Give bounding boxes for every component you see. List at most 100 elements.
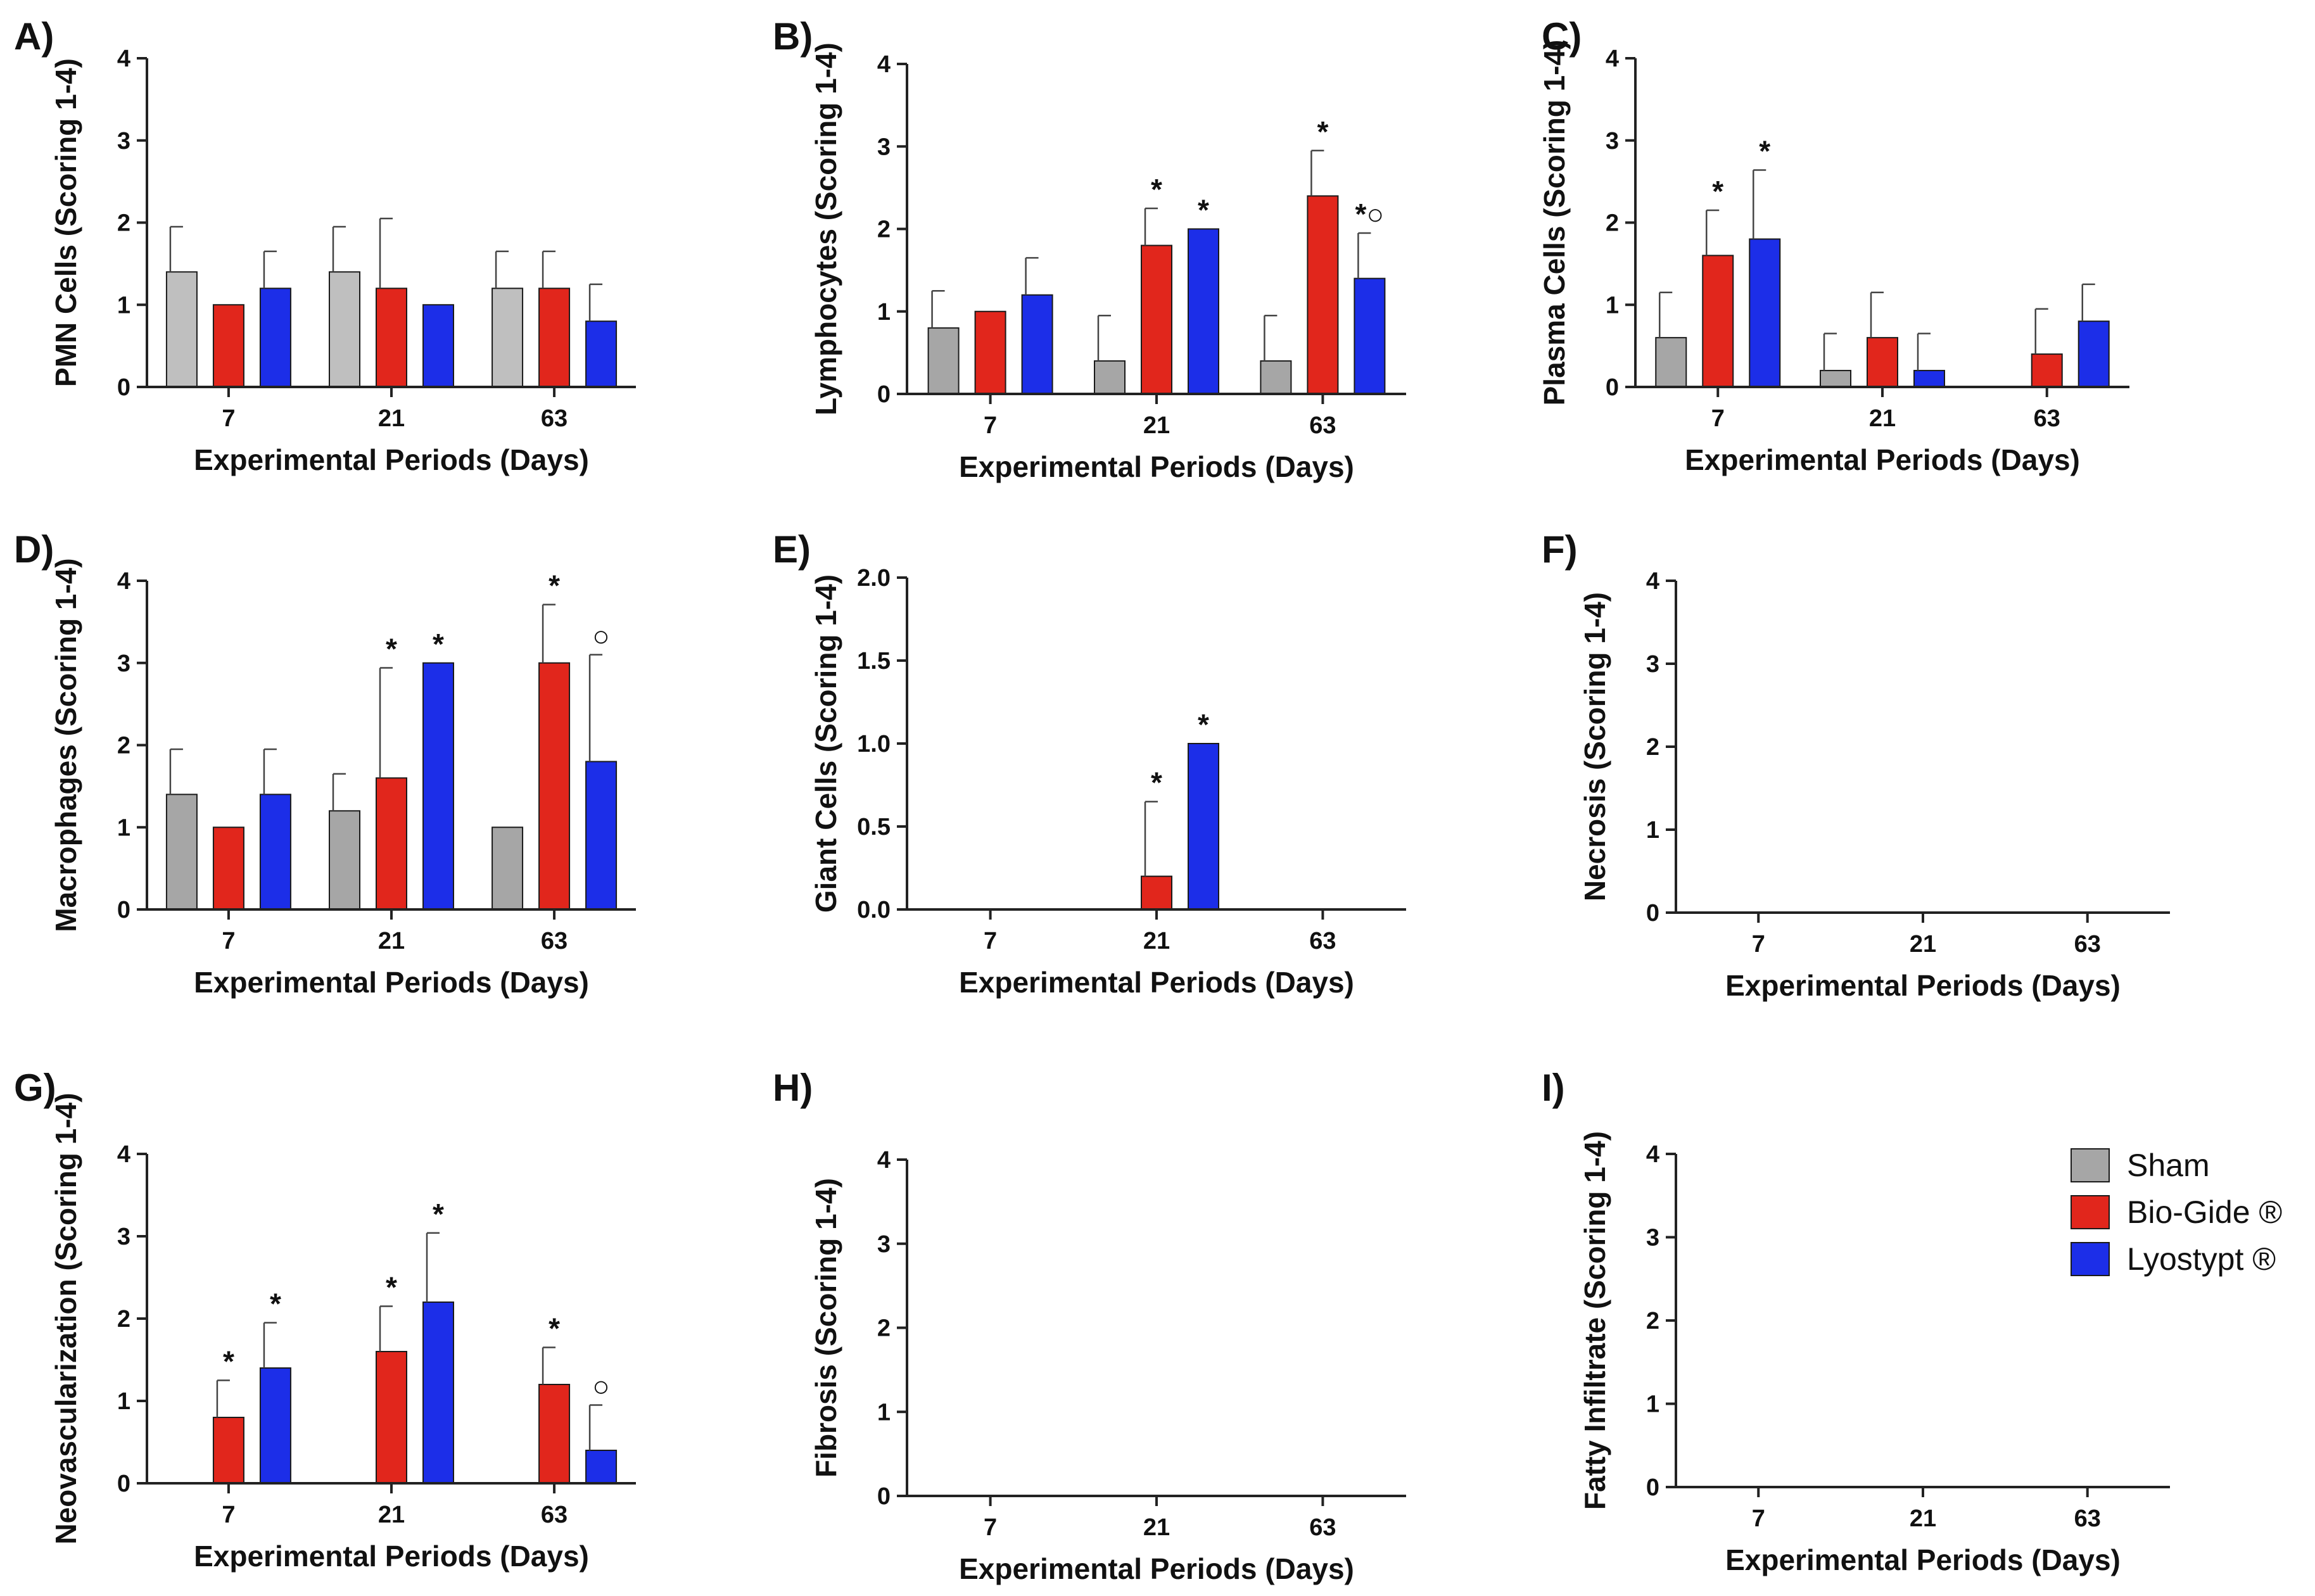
y-tick-label: 2.0: [857, 565, 891, 592]
x-tick-label: 63: [1309, 1514, 1336, 1541]
y-axis-title: Macrophages (Scoring 1-4): [49, 558, 82, 932]
y-tick-label: 2: [117, 210, 130, 237]
y-tick-label: 4: [1646, 1141, 1659, 1168]
bar: [585, 320, 618, 388]
y-tick-label: 4: [117, 46, 130, 72]
y-tick-label: 0: [877, 1483, 891, 1510]
significance-mark: *: [1198, 194, 1209, 227]
chart-panel-i: I) 0 1 2 3 4 7 21 63 Experimental Periods (Days) F…: [1542, 1067, 2170, 1576]
legend-swatch: [2071, 1242, 2110, 1276]
y-tick-label: 3: [1646, 651, 1659, 678]
x-axis-title: Experimental Periods (Days): [194, 966, 589, 999]
panel-letter: B): [773, 15, 813, 58]
x-tick-label: 63: [2034, 405, 2060, 432]
significance-mark: *: [549, 1312, 560, 1345]
y-tick-label: 1: [1646, 817, 1659, 844]
y-axis-title: Neovascularization (Scoring 1-4): [49, 1092, 82, 1544]
chart-panel-a: A) 0 1 2 3 4 7 21 63 Experimental Periods (Days) P…: [14, 15, 636, 476]
panel-letter: G): [14, 1067, 56, 1109]
bar: [1094, 360, 1126, 395]
significance-mark: *: [386, 633, 397, 666]
bar: [1354, 277, 1386, 395]
x-tick-label: 21: [1869, 405, 1896, 432]
bar: [376, 288, 407, 388]
x-tick-label: 63: [1309, 928, 1336, 954]
y-tick-label: 2: [117, 1306, 130, 1333]
panel-letter: A): [14, 15, 54, 58]
bar: [538, 662, 571, 910]
bar: [538, 288, 571, 388]
bar: [329, 271, 360, 388]
y-tick-label: 1: [117, 1388, 130, 1415]
significance-mark: *: [433, 1198, 444, 1231]
y-tick-label: 2: [1646, 1308, 1659, 1334]
significance-mark: *: [1198, 708, 1209, 741]
bar: [376, 1351, 407, 1484]
bar: [585, 761, 618, 910]
bar: [259, 1367, 291, 1484]
significance-mark: ○: [592, 1370, 610, 1403]
x-tick-label: 7: [984, 1514, 997, 1541]
bar: [1021, 294, 1053, 395]
bar: [1749, 238, 1781, 388]
x-tick-label: 21: [378, 405, 405, 432]
y-tick-label: 1: [1646, 1391, 1659, 1418]
panel-letter: I): [1542, 1067, 1565, 1109]
significance-mark: *: [1759, 134, 1770, 167]
y-tick-label: 2: [877, 1315, 891, 1342]
bar: [329, 810, 360, 911]
x-tick-label: 7: [222, 405, 235, 432]
x-axis-title: Experimental Periods (Days): [959, 966, 1354, 999]
bar: [927, 327, 960, 395]
legend-item-1: Bio-Gide ®: [2071, 1194, 2282, 1230]
legend-label: Bio-Gide ®: [2127, 1194, 2282, 1230]
bar: [376, 777, 407, 911]
bar: [2031, 353, 2063, 388]
x-tick-label: 21: [1143, 412, 1170, 439]
y-tick-label: 0: [117, 1471, 130, 1497]
y-tick-label: 0: [877, 381, 891, 408]
x-axis-title: Experimental Periods (Days): [1725, 969, 2121, 1002]
bar: [165, 271, 198, 388]
y-tick-label: 1: [117, 814, 130, 841]
chart-panel-b: B) * * * *○ 0 1 2 3 4 7 21 63 Experimental Periods (D…: [773, 15, 1406, 483]
x-axis-title: Experimental Periods (Days): [959, 450, 1354, 483]
y-tick-label: 4: [1646, 568, 1659, 595]
x-tick-label: 7: [1752, 931, 1765, 958]
bar: [259, 794, 291, 910]
y-axis-title: Fatty Infiltrate (Scoring 1-4): [1578, 1131, 1611, 1510]
y-tick-label: 1.0: [857, 731, 891, 757]
y-tick-label: 1: [117, 292, 130, 319]
bar: [422, 662, 454, 910]
bar: [259, 288, 291, 388]
legend-swatch: [2071, 1148, 2110, 1182]
x-tick-label: 21: [378, 928, 405, 954]
chart-panel-c: C) * * 0 1 2 3 4 7 21 63 Experimental Periods (Days…: [1538, 15, 2129, 476]
x-tick-label: 7: [1752, 1505, 1765, 1532]
legend-swatch: [2071, 1195, 2110, 1229]
bar: [1913, 370, 1945, 388]
x-tick-label: 21: [1910, 1505, 1936, 1532]
x-tick-label: 21: [1143, 1514, 1170, 1541]
bar: [1307, 195, 1339, 395]
bar: [1188, 743, 1219, 910]
y-tick-label: 1: [877, 299, 891, 326]
bar: [1141, 244, 1172, 395]
x-tick-label: 63: [541, 928, 568, 954]
chart-panel-e: E) * * 0.0 0.5 1.0 1.5 2.0 7 21 63 Experimental Per…: [773, 528, 1406, 999]
bar: [585, 1450, 618, 1484]
significance-mark: *: [1712, 175, 1723, 208]
x-tick-label: 63: [541, 405, 568, 432]
y-tick-label: 0: [1646, 900, 1659, 927]
bar: [538, 1384, 571, 1484]
x-tick-label: 7: [984, 412, 997, 439]
y-tick-label: 3: [117, 128, 130, 155]
y-axis-title: Necrosis (Scoring 1-4): [1578, 592, 1611, 901]
chart-panel-h: H) 0 1 2 3 4 7 21 63 Experimental Periods (Days) F…: [773, 1067, 1406, 1585]
significance-mark: *: [270, 1288, 281, 1320]
y-tick-label: 4: [877, 51, 891, 78]
x-tick-label: 21: [1910, 931, 1936, 958]
x-axis-title: Experimental Periods (Days): [959, 1552, 1354, 1585]
significance-mark: *: [433, 628, 444, 661]
